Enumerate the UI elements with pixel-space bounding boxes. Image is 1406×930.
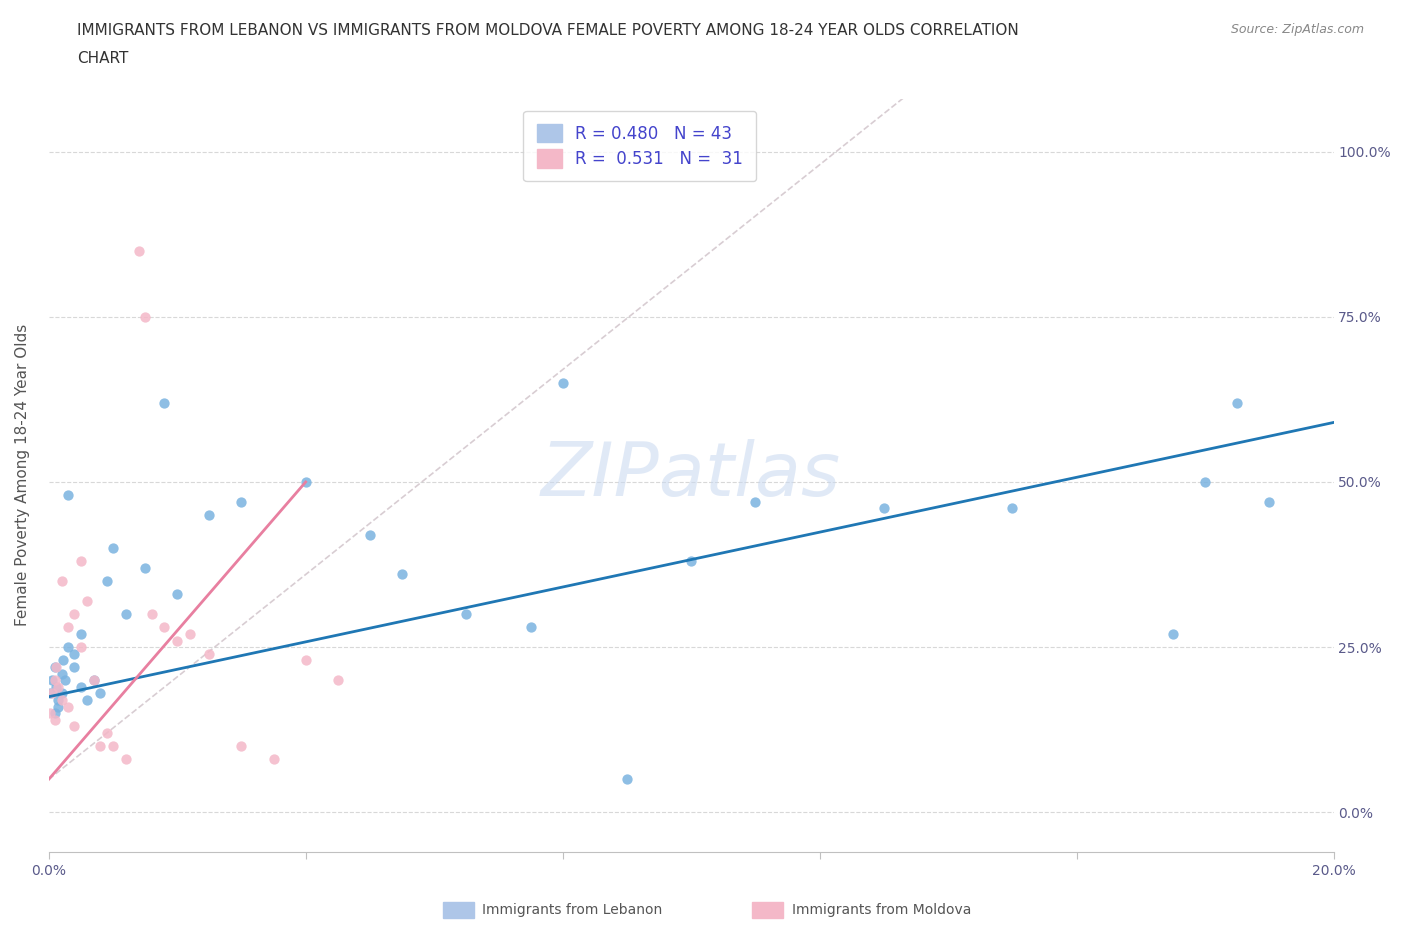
Point [359, 527, 381, 542]
Point [44, 659, 66, 674]
Point [166, 633, 188, 648]
Point [873, 501, 896, 516]
Point [128, 244, 150, 259]
Point [263, 752, 285, 767]
Text: ZIPatlas: ZIPatlas [541, 439, 841, 512]
Point [1001, 501, 1024, 516]
Point [294, 474, 316, 489]
Text: IMMIGRANTS FROM LEBANON VS IMMIGRANTS FROM MOLDOVA FEMALE POVERTY AMONG 18-24 YE: IMMIGRANTS FROM LEBANON VS IMMIGRANTS FR… [77, 23, 1019, 38]
Point [53, 672, 76, 687]
Point [89, 686, 111, 701]
Point [89, 738, 111, 753]
Point [101, 540, 124, 555]
Text: Immigrants from Moldova: Immigrants from Moldova [792, 903, 972, 918]
Point [45, 659, 67, 674]
Text: Source: ZipAtlas.com: Source: ZipAtlas.com [1230, 23, 1364, 36]
Point [63, 659, 86, 674]
Point [166, 587, 188, 602]
Point [56, 699, 79, 714]
Point [1226, 395, 1249, 410]
Point [198, 646, 221, 661]
Point [1194, 474, 1216, 489]
Point [96, 725, 118, 740]
Point [616, 772, 638, 787]
Point [76, 693, 98, 708]
Point [114, 606, 136, 621]
Point [51, 693, 73, 708]
Point [44, 706, 66, 721]
Point [198, 508, 221, 523]
Point [231, 738, 253, 753]
Point [63, 606, 86, 621]
Point [179, 627, 201, 642]
Point [101, 738, 124, 753]
Point [48, 693, 70, 708]
Point [39, 686, 62, 701]
Point [114, 752, 136, 767]
Text: Immigrants from Lebanon: Immigrants from Lebanon [482, 903, 662, 918]
Point [63, 719, 86, 734]
Point [56, 640, 79, 655]
Point [41, 672, 63, 687]
Point [44, 672, 66, 687]
Point [63, 646, 86, 661]
Point [551, 376, 574, 391]
Point [141, 606, 163, 621]
Point [83, 672, 105, 687]
Point [153, 620, 176, 635]
Point [70, 640, 93, 655]
Point [56, 487, 79, 502]
Point [294, 653, 316, 668]
Point [70, 627, 93, 642]
Point [39, 706, 62, 721]
Point [134, 310, 156, 325]
Point [51, 666, 73, 681]
Point [326, 672, 349, 687]
Point [1258, 495, 1281, 510]
Point [41, 686, 63, 701]
Legend: R = 0.480   N = 43, R =  0.531   N =  31: R = 0.480 N = 43, R = 0.531 N = 31 [523, 111, 756, 181]
Point [48, 699, 70, 714]
Point [56, 620, 79, 635]
Point [134, 561, 156, 576]
Point [45, 679, 67, 694]
Point [744, 495, 766, 510]
Point [681, 553, 703, 568]
Point [153, 395, 176, 410]
Point [456, 606, 478, 621]
Point [76, 593, 98, 608]
Point [96, 574, 118, 589]
Point [391, 567, 413, 582]
Text: CHART: CHART [77, 51, 129, 66]
Point [231, 495, 253, 510]
Point [1161, 627, 1184, 642]
Point [51, 574, 73, 589]
Point [70, 679, 93, 694]
Y-axis label: Female Poverty Among 18-24 Year Olds: Female Poverty Among 18-24 Year Olds [15, 325, 30, 627]
Point [51, 686, 73, 701]
Point [44, 712, 66, 727]
Point [519, 620, 541, 635]
Point [48, 679, 70, 694]
Point [52, 653, 75, 668]
Point [70, 553, 93, 568]
Point [83, 672, 105, 687]
